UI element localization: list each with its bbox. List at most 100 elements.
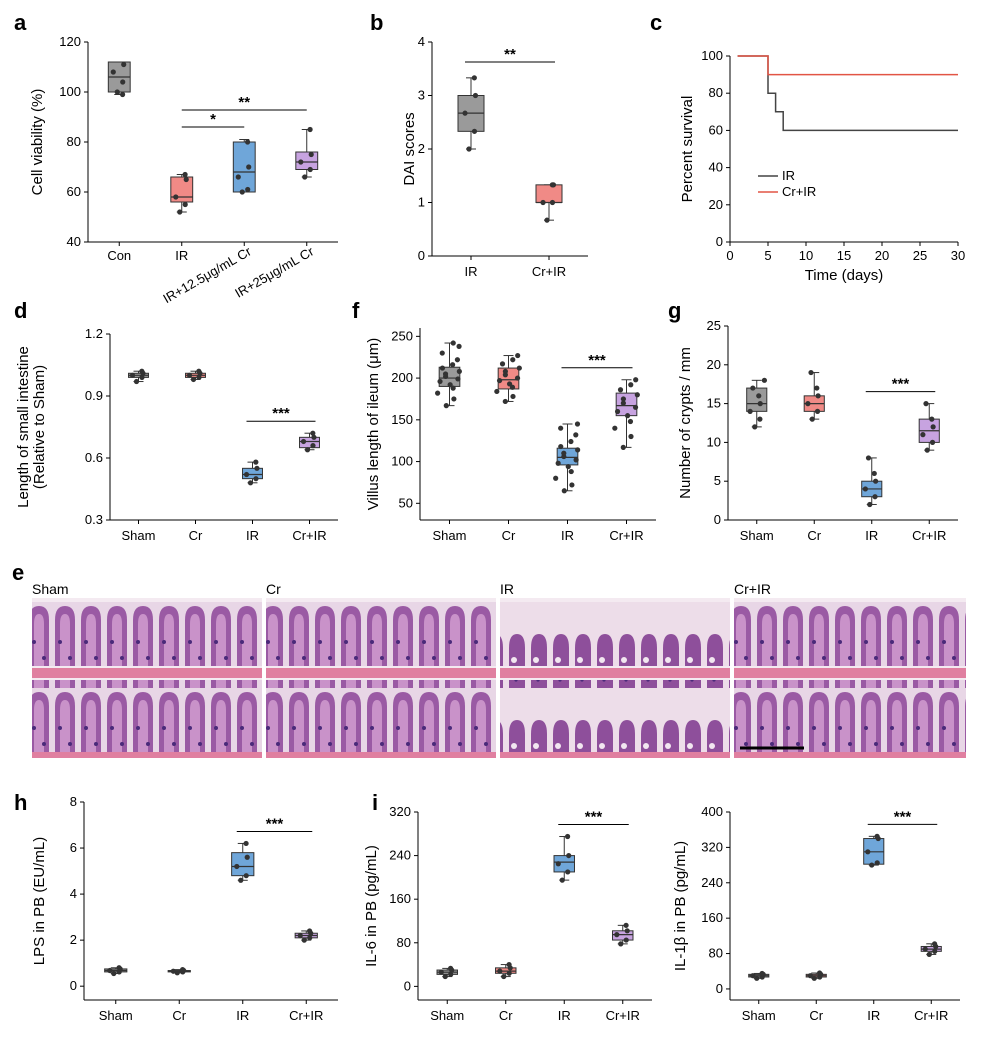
chart-c: 0 20 40 60 80 100 Percent survival 0 5 10 15 20 25 30… bbox=[679, 48, 965, 284]
histology-villi-bottom bbox=[734, 680, 966, 752]
data-point bbox=[617, 387, 624, 393]
data-point bbox=[510, 357, 516, 363]
data-point bbox=[310, 430, 316, 436]
data-point bbox=[754, 975, 760, 981]
x-tick-label: Cr+IR bbox=[292, 528, 326, 543]
x-tick-label: Sham bbox=[430, 1008, 464, 1023]
data-point bbox=[873, 478, 879, 484]
x-tick-label: IR bbox=[561, 528, 574, 543]
box-body bbox=[612, 930, 634, 941]
data-point bbox=[442, 973, 448, 980]
data-point bbox=[869, 862, 875, 868]
box-sham bbox=[746, 377, 768, 430]
histology-muscle-layer bbox=[32, 752, 262, 758]
data-point bbox=[238, 877, 244, 883]
y-tick-label: 50 bbox=[399, 495, 413, 510]
y-tick-label: 20 bbox=[707, 357, 721, 372]
data-point bbox=[245, 186, 251, 193]
box-cr-ir bbox=[920, 941, 942, 958]
x-tick-label: IR bbox=[465, 264, 478, 279]
data-point bbox=[301, 937, 307, 943]
histology-villi-bottom bbox=[32, 680, 262, 752]
x-tick-label: 5 bbox=[764, 248, 771, 263]
data-point bbox=[439, 350, 445, 356]
data-point bbox=[750, 385, 756, 391]
x-tick-label: Cr bbox=[499, 1008, 513, 1023]
panel-letter-i: i bbox=[372, 790, 378, 815]
data-point bbox=[234, 863, 240, 870]
y-tick-label: 0 bbox=[70, 978, 77, 993]
significance-label: *** bbox=[585, 809, 603, 826]
histology-villi-top bbox=[32, 602, 262, 666]
data-point bbox=[874, 833, 880, 839]
data-point bbox=[815, 393, 821, 399]
box-cr-ir bbox=[918, 401, 940, 453]
box-cr-ir bbox=[612, 922, 634, 947]
data-point bbox=[253, 476, 259, 482]
data-point bbox=[454, 357, 461, 363]
data-point bbox=[752, 424, 758, 430]
y-tick-label: 100 bbox=[59, 84, 81, 99]
data-point bbox=[624, 413, 631, 419]
y-tick-label: 4 bbox=[70, 886, 77, 901]
data-point bbox=[624, 928, 630, 934]
data-point bbox=[302, 174, 308, 180]
data-point bbox=[623, 922, 629, 928]
data-point bbox=[553, 475, 559, 481]
data-point bbox=[565, 463, 571, 470]
data-point bbox=[544, 217, 550, 223]
data-point bbox=[170, 968, 176, 974]
data-point bbox=[575, 447, 581, 453]
data-point bbox=[874, 860, 880, 866]
data-point bbox=[173, 194, 179, 200]
x-tick-label: Cr+IR bbox=[914, 1008, 948, 1023]
box-cr-ir bbox=[535, 182, 563, 223]
y-tick-label: 2 bbox=[418, 141, 425, 156]
data-point bbox=[247, 480, 254, 486]
data-point bbox=[922, 946, 928, 952]
data-point bbox=[447, 382, 453, 388]
y-tick-label: 80 bbox=[709, 946, 723, 961]
data-point bbox=[447, 965, 454, 971]
y-tick-label: 80 bbox=[397, 935, 411, 950]
data-point bbox=[573, 432, 579, 438]
data-point bbox=[472, 92, 479, 99]
box-ir bbox=[231, 840, 255, 883]
significance-label: * bbox=[210, 111, 216, 128]
y-tick-label: 250 bbox=[391, 328, 413, 343]
y-tick-label: 320 bbox=[389, 804, 411, 819]
data-point bbox=[931, 941, 938, 947]
data-point bbox=[816, 970, 823, 976]
data-point bbox=[496, 377, 503, 384]
y-axis-label: IL-1β in PB (pg/mL) bbox=[672, 841, 689, 971]
x-tick-label: Con bbox=[107, 248, 131, 263]
data-point bbox=[311, 434, 317, 440]
histology-muscle-layer bbox=[500, 668, 730, 678]
box-ir bbox=[553, 833, 575, 883]
data-point bbox=[190, 376, 197, 383]
x-tick-label: Sham bbox=[99, 1008, 133, 1023]
data-point bbox=[310, 443, 316, 449]
data-point bbox=[510, 393, 516, 400]
data-point bbox=[750, 973, 756, 979]
x-tick-label: Cr+IR bbox=[606, 1008, 640, 1023]
histology-villi-bottom bbox=[266, 680, 496, 752]
data-point bbox=[450, 385, 456, 391]
y-tick-label: 120 bbox=[59, 34, 81, 49]
y-tick-label: 240 bbox=[389, 848, 411, 863]
y-tick-label: 40 bbox=[709, 160, 723, 175]
data-point bbox=[929, 416, 935, 422]
y-tick-label: 200 bbox=[391, 370, 413, 385]
data-point bbox=[757, 401, 763, 407]
y-tick-label: 400 bbox=[701, 804, 723, 819]
data-point bbox=[614, 932, 620, 938]
data-point bbox=[627, 418, 634, 425]
x-tick-label: IR bbox=[236, 1008, 249, 1023]
significance-label: *** bbox=[892, 376, 910, 393]
chart-i1: 0 80 160 240 320 IL-6 in PB (pg/mL) Sham Cr IR Cr… bbox=[363, 804, 652, 1023]
data-point bbox=[618, 941, 624, 947]
y-tick-label: 320 bbox=[701, 839, 723, 854]
y-tick-label: 6 bbox=[70, 840, 77, 855]
